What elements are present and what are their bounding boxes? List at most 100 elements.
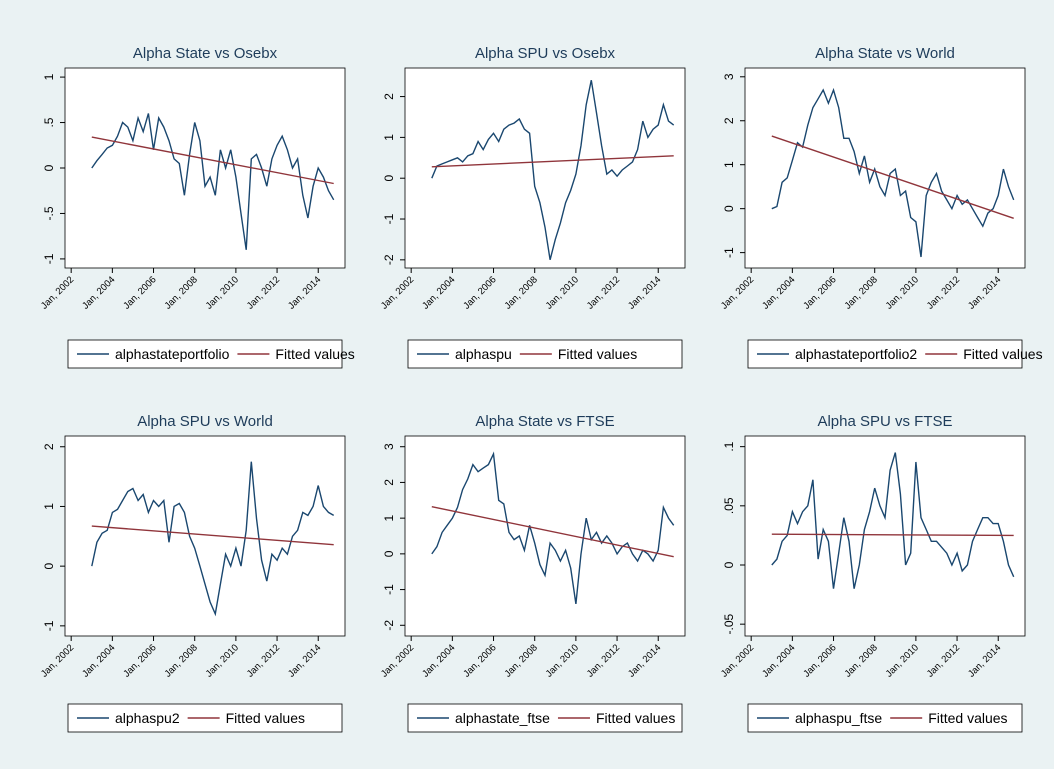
plot-area [64,435,346,637]
x-tick-label: Jan, 2004 [760,274,797,311]
x-tick-label: Jan, 2008 [163,274,200,311]
x-tick-label: Jan, 2010 [884,274,921,311]
x-tick-label: Jan, 2010 [544,642,581,679]
chart-title: Alpha State vs World [815,45,955,62]
data-line [771,87,1015,258]
legend-box [747,339,1023,369]
y-tick-label: .05 [722,497,736,514]
y-tick-label: -2 [382,620,396,631]
y-tick-label: 1 [42,503,56,510]
legend-label: alphastateportfolio2 [795,346,917,362]
y-tick-label: .5 [42,117,56,127]
y-tick-label: 1 [382,514,396,521]
x-tick-label: Jan, 2014 [286,274,323,311]
plot-area [404,67,686,269]
x-tick-label: Jan, 2004 [80,274,117,311]
x-tick-label: Jan, 2006 [121,274,158,311]
x-tick-label: Jan, 2004 [760,642,797,679]
x-tick-label: Jan, 2006 [801,274,838,311]
y-tick-label: -1 [382,584,396,595]
x-tick-label: Jan, 2014 [966,642,1003,679]
y-tick-label: 0 [722,561,736,568]
y-tick-label: 2 [722,117,736,124]
chart-title: Alpha SPU vs FTSE [817,413,952,430]
y-tick-label: 1 [382,134,396,141]
legend-label: Fitted values [596,710,675,726]
x-tick-label: Jan, 2002 [39,642,76,679]
x-tick-label: Jan, 2004 [420,274,457,311]
data-line [771,135,1014,219]
x-tick-label: Jan, 2002 [719,642,756,679]
legend-label: Fitted values [558,346,637,362]
x-tick-label: Jan, 2010 [544,274,581,311]
x-tick-label: Jan, 2008 [503,642,540,679]
y-tick-label: -1 [42,253,56,264]
y-tick-label: -2 [382,254,396,265]
chart-title: Alpha SPU vs World [137,413,273,430]
x-tick-label: Jan, 2012 [585,274,622,311]
x-tick-label: Jan, 2014 [626,642,663,679]
data-line [431,155,674,168]
data-line [431,80,675,260]
x-tick-label: Jan, 2012 [585,642,622,679]
legend-label: Fitted values [928,710,1007,726]
x-tick-label: Jan, 2010 [204,642,241,679]
y-tick-label: 0 [382,175,396,182]
data-line [91,461,335,617]
x-tick-label: Jan, 2002 [719,274,756,311]
x-tick-label: Jan, 2006 [461,274,498,311]
plot-area [404,435,686,637]
y-tick-label: 0 [42,164,56,171]
legend-box [67,339,343,369]
legend-label: alphaspu2 [115,710,180,726]
x-tick-label: Jan, 2012 [925,642,962,679]
legend-label: Fitted values [275,346,354,362]
x-tick-label: Jan, 2008 [163,642,200,679]
data-line [91,136,334,185]
y-tick-label: 2 [382,93,396,100]
chart-title: Alpha SPU vs Osebx [475,45,616,62]
data-line [771,533,1014,537]
y-tick-label: -.05 [722,614,736,635]
x-tick-label: Jan, 2008 [843,642,880,679]
legend-label: alphastateportfolio [115,346,230,362]
legend-label: Fitted values [226,710,305,726]
data-line [771,452,1015,589]
chart-title: Alpha State vs Osebx [133,45,278,62]
x-tick-label: Jan, 2006 [461,642,498,679]
legend-label: alphaspu_ftse [795,710,882,726]
y-tick-label: 1 [722,161,736,168]
data-line [431,506,674,558]
plot-area [744,435,1026,637]
x-tick-label: Jan, 2008 [503,274,540,311]
y-tick-label: -.5 [42,206,56,220]
x-tick-label: Jan, 2002 [39,274,76,311]
legend-label: Fitted values [963,346,1042,362]
y-tick-label: 0 [382,550,396,557]
y-tick-label: 1 [42,73,56,80]
x-tick-label: Jan, 2002 [379,274,416,311]
y-tick-label: 3 [722,73,736,80]
x-tick-label: Jan, 2014 [286,642,323,679]
x-tick-label: Jan, 2010 [884,642,921,679]
x-tick-label: Jan, 2012 [925,274,962,311]
y-tick-label: 2 [382,479,396,486]
legend-label: alphaspu [455,346,512,362]
y-tick-label: .1 [722,441,736,451]
legend-box [407,703,683,733]
y-tick-label: -1 [42,620,56,631]
y-tick-label: -1 [382,213,396,224]
x-tick-label: Jan, 2006 [121,642,158,679]
y-tick-label: 0 [722,205,736,212]
data-line [91,113,335,250]
x-tick-label: Jan, 2014 [966,274,1003,311]
x-tick-label: Jan, 2014 [626,274,663,311]
legend-label: alphastate_ftse [455,710,550,726]
x-tick-label: Jan, 2012 [245,642,282,679]
x-tick-label: Jan, 2006 [801,642,838,679]
y-tick-label: 2 [42,443,56,450]
plot-area [744,67,1026,269]
data-line [431,451,675,605]
